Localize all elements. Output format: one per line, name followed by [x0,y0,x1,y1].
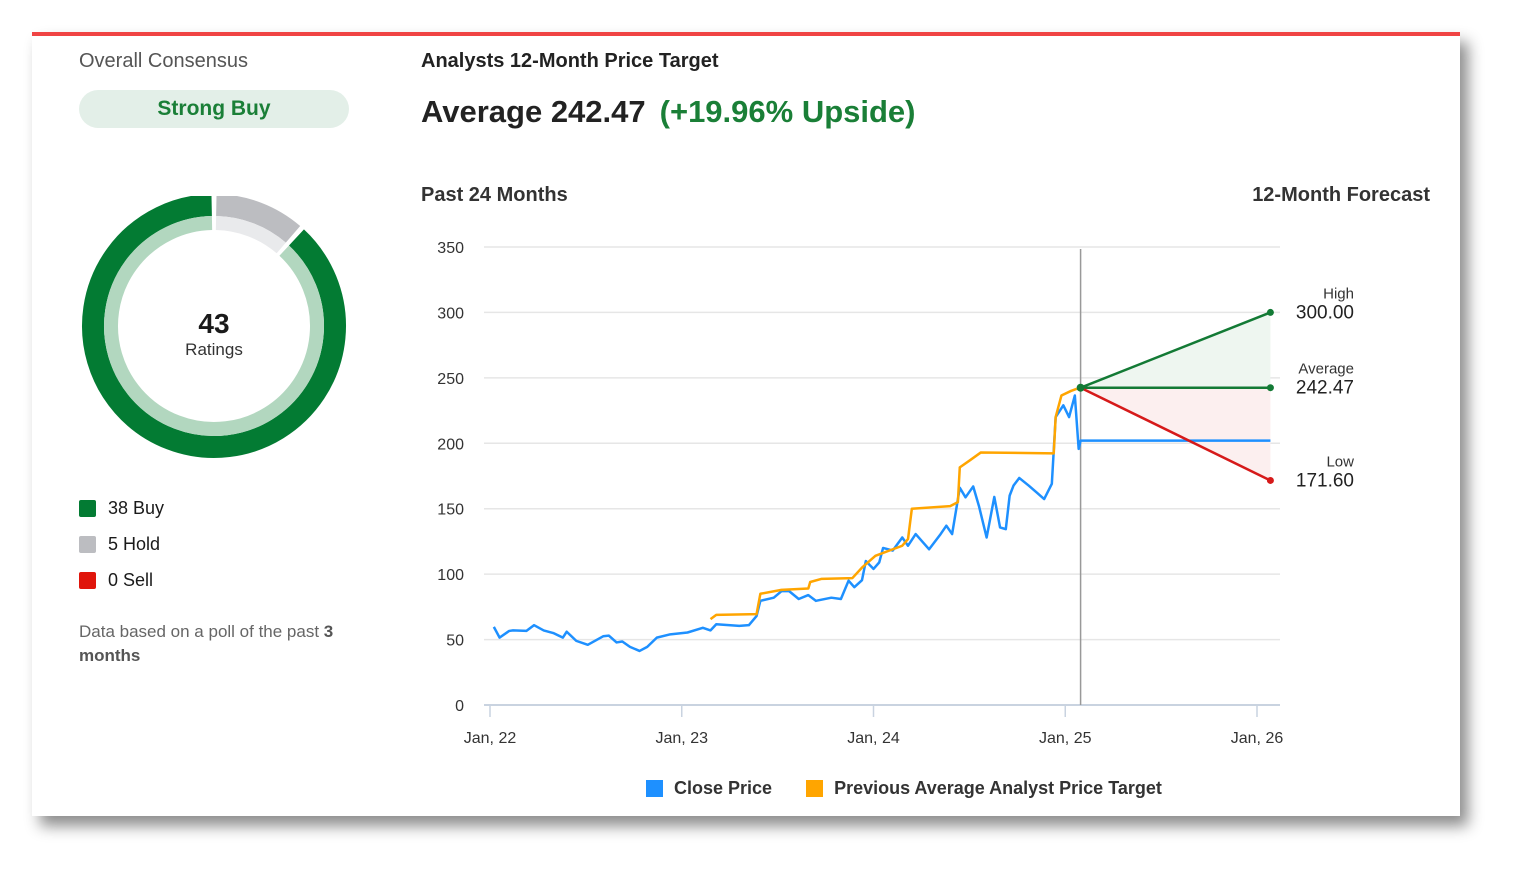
x-tick-label: Jan, 26 [1231,730,1284,747]
legend-hold: 5 Hold [79,534,160,555]
price-chart: 0 50 100 150 200 250 300 350 Jan, 22 Jan, 23 Jan, … [437,240,1354,747]
average-target: Average 242.47 (+19.96% Upside) [421,94,916,130]
consensus-rating-badge: Strong Buy [79,90,349,128]
previous-target-line [709,387,1078,621]
x-tick-label: Jan, 22 [464,730,517,747]
hold-label: 5 Hold [108,534,161,554]
upside-value: (+19.96% Upside) [659,94,916,129]
target-swatch [806,780,824,797]
donut-segment-inner [104,216,324,436]
y-tick-label: 150 [437,502,464,519]
forecast-average-point [1266,384,1274,392]
ratings-total: 43 [198,308,230,339]
donut-center: 43 Ratings [164,308,264,360]
legend-previous-target[interactable]: Previous Average Analyst Price Target [834,778,1162,798]
target-heading: Analysts 12-Month Price Target [421,50,719,72]
legend-close-price[interactable]: Close Price [674,778,773,798]
forecast-low-line [1080,386,1271,482]
forecast-high-value: 300.00 [1296,302,1354,323]
legend-buy: 38 Buy [79,498,164,519]
y-tick-label: 250 [437,371,464,388]
y-tick-label: 0 [455,698,464,715]
poll-note-period: 3 months [79,622,334,665]
y-tick-label: 350 [437,240,464,257]
forecast-high-line [1080,311,1271,389]
close-price-swatch [646,780,663,797]
price-target-card: Overall Consensus Strong Buy 43 Ratings … [32,32,1460,816]
consensus-title: Overall Consensus [79,50,248,72]
hold-swatch [79,536,96,553]
forecast-low-value: 171.60 [1296,470,1354,491]
close-price-line [492,394,1271,653]
forecast-average-label: Average [1298,361,1354,378]
y-tick-label: 200 [437,436,464,453]
poll-note: Data based on a poll of the past 3 month… [79,620,339,668]
forecast-average-value: 242.47 [1296,378,1354,399]
donut-segment-outer [215,196,301,243]
average-value: Average 242.47 [421,94,646,129]
forecast-high-point [1266,308,1274,316]
donut-segment-outer [82,196,346,458]
past-period-label: Past 24 Months [421,184,568,206]
forecast-low-label: Low [1326,453,1354,470]
chart-legend: Close Price Previous Average Analyst Pri… [646,778,1162,799]
poll-note-text: Data based on a poll of the past [79,622,324,641]
x-tick-label: Jan, 25 [1039,730,1092,747]
legend-sell: 0 Sell [79,570,153,591]
x-tick-label: Jan, 24 [847,730,900,747]
forecast-low-point [1266,476,1274,484]
y-tick-label: 50 [446,633,464,650]
y-tick-label: 300 [437,305,464,322]
sell-label: 0 Sell [108,570,154,590]
y-tick-label: 100 [437,567,464,584]
x-tick-label: Jan, 23 [656,730,709,747]
ratings-donut [82,196,346,458]
buy-label: 38 Buy [108,498,165,518]
forecast-period-label: 12-Month Forecast [1252,184,1430,206]
donut-segment-inner [215,216,286,254]
sell-swatch [79,572,96,589]
forecast-high-label: High [1323,285,1354,302]
ratings-total-label: Ratings [185,340,243,359]
forecast-start-point [1076,383,1085,392]
buy-swatch [79,500,96,517]
